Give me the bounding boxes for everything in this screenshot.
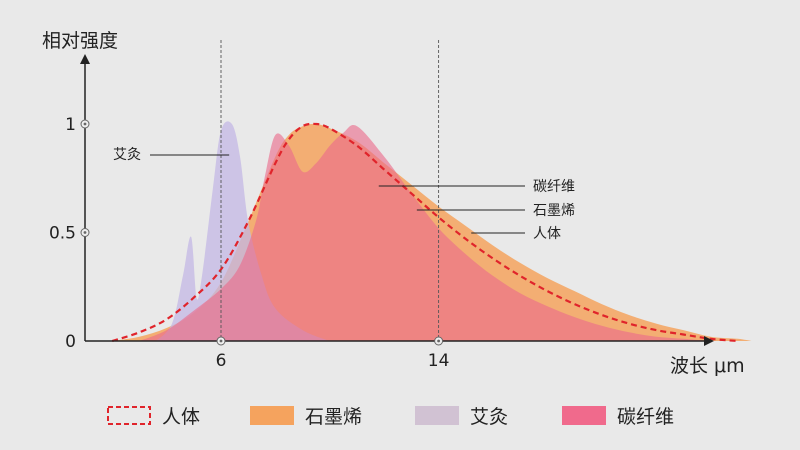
annotation-label-human-body: 人体 <box>533 226 561 242</box>
x-axis-arrow <box>704 336 714 346</box>
legend-label-graphene: 石墨烯 <box>305 406 362 428</box>
x-axis-title: 波长 μm <box>670 355 745 377</box>
y-tick-label: 1 <box>65 115 76 135</box>
x-tick-label: 6 <box>216 351 227 371</box>
x-tick-marker-dot <box>219 339 223 343</box>
legend-label-human-body: 人体 <box>162 406 200 428</box>
guide-lines <box>220 40 440 341</box>
legend: 人体 石墨烯 艾灸 碳纤维 <box>107 406 674 428</box>
legend-swatch-moxibustion <box>415 406 459 425</box>
legend-swatch-graphene <box>250 406 294 425</box>
line-human-body <box>111 122 738 343</box>
y-tick-marker-dot <box>83 231 87 234</box>
y-tick-marker-dot <box>83 122 87 126</box>
annotation-label-moxibustion: 艾灸 <box>113 147 141 163</box>
y-axis-title: 相对强度 <box>42 30 118 52</box>
y-tick-label: 0 <box>65 332 76 352</box>
annotation-label-graphene: 石墨烯 <box>533 203 575 219</box>
area-carbon-fiber <box>139 125 711 341</box>
legend-swatch-human-body <box>107 406 151 425</box>
x-tick-marker-dot <box>437 339 440 343</box>
legend-label-carbon-fiber: 碳纤维 <box>617 406 674 428</box>
y-axis-arrow <box>80 54 90 64</box>
legend-label-moxibustion: 艾灸 <box>470 406 508 428</box>
area-layer <box>111 121 752 343</box>
y-tick-label: 0.5 <box>49 224 76 244</box>
area-moxibustion <box>155 121 330 341</box>
annotation-label-carbon-fiber: 碳纤维 <box>533 179 575 195</box>
x-tick-label: 14 <box>428 351 450 371</box>
legend-swatch-carbon-fiber <box>562 406 606 425</box>
